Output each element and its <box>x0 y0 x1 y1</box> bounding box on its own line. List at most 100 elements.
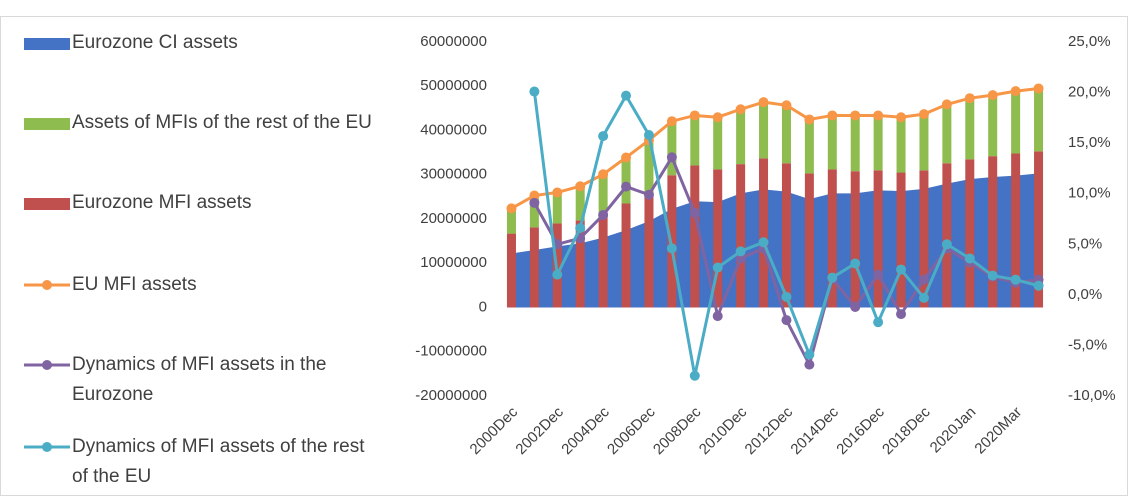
marker <box>598 131 609 142</box>
marker <box>873 269 884 280</box>
y2-tick-label: 15,0% <box>1068 134 1111 151</box>
bar <box>529 195 539 228</box>
marker <box>918 109 929 120</box>
bar <box>827 115 837 170</box>
bar <box>919 170 929 308</box>
marker <box>621 152 632 163</box>
marker <box>529 197 540 208</box>
marker <box>987 90 998 101</box>
marker <box>781 315 792 326</box>
legend-label: Dynamics of MFI assets in the Eurozone <box>72 354 327 405</box>
marker <box>689 370 700 381</box>
bar <box>942 104 952 164</box>
marker <box>529 86 540 97</box>
legend-swatch <box>24 118 70 130</box>
bar <box>873 170 883 308</box>
marker <box>666 243 677 254</box>
legend-box <box>24 118 70 130</box>
bar <box>621 203 631 308</box>
bar <box>988 156 998 308</box>
y2-tick-label: 20,0% <box>1068 84 1111 101</box>
legend-marker <box>42 280 52 290</box>
bar <box>850 171 860 308</box>
marker <box>758 97 769 108</box>
bar <box>896 117 906 173</box>
bar <box>804 119 814 174</box>
marker <box>643 130 654 141</box>
marker <box>964 93 975 104</box>
marker <box>850 301 861 312</box>
x-tick-label: 2010Dec <box>696 403 751 458</box>
bar <box>552 192 562 224</box>
marker <box>827 110 838 121</box>
marker <box>735 104 746 115</box>
bar <box>781 105 791 164</box>
bar <box>506 208 516 234</box>
marker <box>621 90 632 101</box>
legend-entry: Eurozone CI assets <box>22 28 372 58</box>
marker <box>621 181 632 192</box>
legend-label: EU MFI assets <box>72 274 197 295</box>
marker <box>850 110 861 121</box>
legend-label: Eurozone CI assets <box>72 32 238 53</box>
marker <box>896 112 907 123</box>
legend-swatch <box>24 442 70 452</box>
bar <box>644 140 654 194</box>
x-tick-label: 2012Dec <box>742 403 797 458</box>
bar <box>575 186 585 221</box>
marker <box>918 274 929 285</box>
marker <box>575 223 586 234</box>
y-tick-label: 20000000 <box>420 210 487 227</box>
bar <box>804 173 814 308</box>
bar <box>759 158 769 308</box>
legend-swatch <box>24 280 70 290</box>
marker <box>666 152 677 163</box>
legend-entry: EU MFI assets <box>22 270 372 300</box>
legend-swatch <box>24 38 70 50</box>
marker <box>689 207 700 218</box>
y2-tick-label: 5,0% <box>1068 235 1102 252</box>
bar <box>988 95 998 157</box>
legend-entry: Assets of MFIs of the rest of the EU <box>22 108 372 138</box>
y-tick-label: 0 <box>479 298 487 315</box>
bar <box>873 115 883 171</box>
x-tick-label: 2006Dec <box>604 403 659 458</box>
bar <box>919 114 929 171</box>
bar <box>781 163 791 308</box>
x-tick-label: 2004Dec <box>558 403 613 458</box>
bar <box>736 109 746 165</box>
y-tick-label: 10000000 <box>420 254 487 271</box>
y2-tick-label: 0,0% <box>1068 286 1102 303</box>
legend-marker <box>42 360 52 370</box>
y-tick-label: -10000000 <box>415 343 487 360</box>
marker <box>873 110 884 121</box>
bar <box>942 163 952 308</box>
marker <box>643 189 654 200</box>
legend-swatch <box>24 360 70 370</box>
x-tick-label: 2020Jan <box>927 404 980 457</box>
marker <box>666 116 677 127</box>
bar <box>713 117 723 170</box>
legend-swatch <box>24 198 70 210</box>
marker <box>712 262 723 273</box>
legend-label: Dynamics of MFI assets of the rest of th… <box>72 436 365 487</box>
bar <box>575 220 585 308</box>
bar <box>1034 88 1044 152</box>
y2-tick-label: 10,0% <box>1068 185 1111 202</box>
marker <box>575 181 586 192</box>
y2-tick-label: -5,0% <box>1068 336 1107 353</box>
bar <box>506 233 516 308</box>
marker <box>804 359 815 370</box>
marker <box>804 114 815 125</box>
x-tick-label: 2014Dec <box>787 403 842 458</box>
bar <box>1011 91 1021 154</box>
marker <box>896 264 907 275</box>
bar <box>621 157 631 204</box>
x-tick-label: 2002Dec <box>512 403 567 458</box>
legend-box <box>24 198 70 210</box>
marker <box>1033 83 1044 94</box>
marker <box>1033 280 1044 291</box>
bar <box>529 227 539 308</box>
marker <box>873 317 884 328</box>
